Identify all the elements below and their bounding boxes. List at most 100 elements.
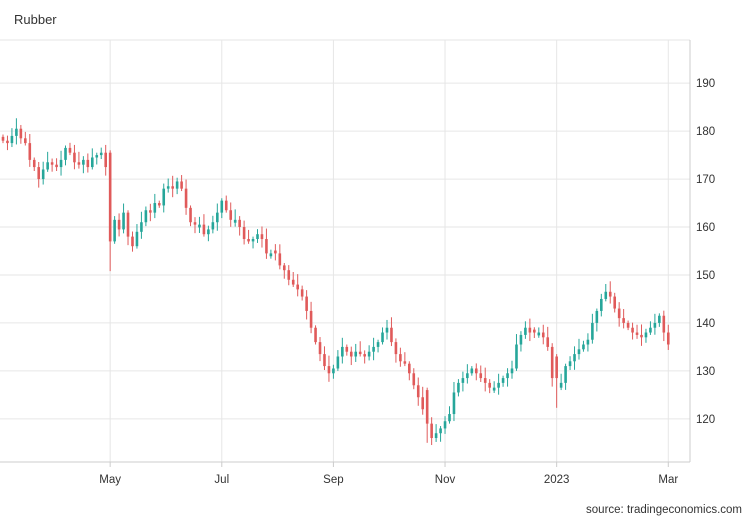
candle-body [421,397,425,410]
candle-body [381,332,384,343]
candle-body [220,200,224,213]
candle-body [104,152,107,168]
candle-body [189,207,192,223]
candle-body [265,239,268,254]
candle-body [198,224,201,228]
candle-body [510,368,514,374]
candle-body [524,327,527,335]
candle-body [372,346,375,352]
candle-body [662,315,666,333]
candle-body [653,322,657,328]
candle-body [568,361,572,367]
candle-body [180,181,183,189]
candle-body [117,219,121,230]
candle-body [73,152,76,163]
candle-body [242,227,246,240]
candle-body [28,143,32,160]
candle-body [37,167,41,180]
candle-body [631,327,634,333]
candle-body [600,298,603,311]
candle-body [443,421,447,429]
candle-body [541,332,545,338]
candle-body [644,332,648,338]
candle-body [1,136,5,141]
candle-body [113,219,116,242]
candle-body [394,342,398,355]
candle-body [323,354,326,367]
candle-body [91,157,94,168]
candle-body [300,289,304,297]
y-tick-label: 150 [696,270,715,282]
candle-body [211,222,215,230]
candle-body [282,265,286,271]
candle-body [461,378,465,383]
candle-body [50,162,54,165]
candle-body [501,378,505,383]
candle-body [260,234,264,240]
candle-body [238,219,241,228]
candle-body [595,310,599,323]
candle-body [202,224,206,235]
candle-body [412,373,416,386]
candle-body [622,318,625,323]
candle-body [376,342,380,347]
candle-body [95,155,99,158]
candle-body [483,378,487,383]
chart-title: Rubber [14,12,57,27]
x-tick-label: Jul [214,474,229,486]
candle-body [175,181,179,189]
candle-body [546,337,550,347]
candle-body [559,382,563,388]
candle-body [613,296,617,309]
x-tick-label: 2023 [544,474,570,486]
candle-body [68,147,72,153]
candle-body [64,147,67,160]
candle-body [314,327,317,343]
candle-body [171,186,174,189]
candle-body [497,382,500,388]
candle-body [86,159,90,168]
candle-body [274,250,277,254]
x-tick-label: Sep [323,474,343,486]
candle-body [640,334,643,338]
candle-body [77,162,81,165]
candle-body [46,162,49,170]
candle-body [457,382,460,393]
candle-body [537,332,541,336]
candle-body [582,344,585,350]
candle-body [131,236,134,247]
candle-body [604,291,608,299]
candle-body [278,253,282,266]
candle-body [385,327,389,333]
candle-body [550,346,554,379]
candle-body [55,164,58,168]
candle-body [149,210,152,213]
candle-body [390,327,393,343]
y-tick-label: 130 [696,366,715,378]
candle-body [224,200,228,211]
y-tick-label: 190 [696,78,715,90]
candle-body [466,373,469,379]
candle-body [358,351,362,355]
candle-body [153,203,157,213]
candle-body [126,212,130,237]
candle-body [635,332,639,335]
candle-body [135,231,139,247]
candle-body [166,186,170,189]
candle-body [309,310,313,328]
candle-body [10,135,14,144]
candle-body [555,356,558,379]
candle-body [216,212,219,223]
candle-body [162,188,166,206]
candle-body [649,327,652,333]
candle-body [528,327,532,333]
candles [1,118,670,446]
candle-body [608,291,612,297]
candle-body [515,344,518,369]
candle-body [403,361,407,364]
candle-body [144,210,148,223]
candle-body [506,373,509,379]
candle-body [32,159,36,168]
candle-body [19,128,23,139]
